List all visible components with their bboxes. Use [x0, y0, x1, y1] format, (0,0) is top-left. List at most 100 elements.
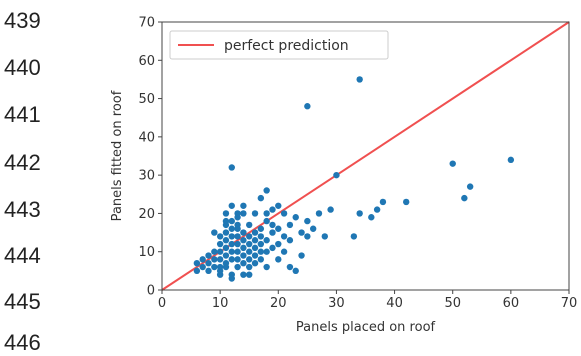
scatter-point: [234, 248, 241, 255]
scatter-point: [228, 256, 235, 263]
scatter-point: [298, 252, 305, 259]
y-tick-label: 0: [147, 284, 155, 299]
scatter-point: [257, 240, 265, 248]
scatter-point: [193, 260, 201, 267]
scatter-point: [216, 233, 224, 240]
line-number: 443: [4, 197, 41, 222]
scatter-point: [211, 263, 218, 271]
scatter-point: [275, 225, 282, 232]
x-tick-label: 0: [158, 296, 166, 311]
scatter-point: [205, 252, 212, 259]
scatter-point: [199, 263, 206, 271]
scatter-point: [373, 206, 381, 213]
scatter-point: [222, 217, 230, 225]
x-tick-label: 70: [561, 296, 578, 311]
legend-entry-perfect-prediction: perfect prediction: [224, 38, 349, 54]
reference-line-layer: [161, 21, 570, 291]
scatter-point: [228, 275, 235, 282]
scatter-point: [211, 256, 218, 263]
scatter-point: [234, 210, 241, 217]
scatter-point: [240, 271, 247, 278]
scatter-point: [246, 248, 253, 255]
scatter-point: [228, 233, 235, 240]
scatter-point: [216, 248, 224, 255]
scatter-point: [321, 233, 328, 240]
x-tick-label: 30: [328, 296, 345, 311]
y-tick-label: 20: [138, 207, 155, 222]
scatter-point: [222, 229, 230, 236]
scatter-point: [280, 233, 288, 240]
scatter-point: [211, 229, 218, 236]
scatter-point: [234, 233, 241, 240]
legend-box: [169, 30, 389, 60]
scatter-point: [275, 202, 282, 209]
scatter-point: [263, 248, 270, 255]
scatter-point: [211, 248, 218, 255]
line-number: 445: [4, 289, 41, 314]
y-tick-label: 30: [138, 169, 155, 184]
scatter-point: [205, 267, 212, 275]
scatter-point: [269, 244, 276, 252]
scatter-point: [240, 244, 247, 252]
scatter-point: [234, 225, 241, 232]
scatter-point: [228, 240, 235, 248]
scatter-point: [507, 156, 515, 164]
x-tick-label: 20: [270, 296, 287, 311]
line-number: 444: [4, 243, 41, 268]
scatter-point: [251, 237, 259, 244]
scatter-point: [269, 221, 276, 229]
line-number: 442: [4, 150, 41, 175]
scatter-point: [251, 252, 259, 259]
scatter-point: [246, 233, 253, 240]
line-number: 440: [4, 55, 41, 80]
scatter-point: [263, 217, 270, 225]
y-tick-label: 60: [138, 54, 155, 69]
scatter-point: [251, 244, 259, 252]
scatter-point: [304, 233, 311, 240]
scatter-point: [240, 237, 247, 244]
scatter-point: [216, 240, 224, 248]
scatter-point: [246, 240, 253, 248]
scatter-point: [228, 225, 235, 232]
scatter-point: [275, 256, 282, 263]
axes-frame: [161, 21, 570, 291]
y-tick-label: 70: [138, 16, 155, 31]
scatter-point: [222, 210, 230, 217]
scatter-point: [304, 103, 311, 110]
scatter-point: [263, 187, 270, 194]
line-number: 441: [4, 102, 41, 127]
scatter-point: [263, 263, 270, 271]
scatter-point: [240, 210, 247, 217]
scatter-point: [269, 229, 276, 236]
scatter-chart: 0 10 20 30 40 50 60 70 0 10 20 30 40 50 60 70 Panels p…: [110, 16, 577, 336]
scatter-point: [304, 217, 311, 225]
scatter-point: [368, 214, 375, 221]
scatter-point: [234, 256, 241, 263]
scatter-point: [292, 267, 299, 275]
scatter-point: [246, 221, 253, 229]
scatter-point: [222, 237, 230, 244]
scatter-point: [193, 267, 201, 275]
scatter-point: [315, 210, 323, 217]
x-tick-label: 40: [386, 296, 403, 311]
scatter-points: [193, 76, 515, 282]
scatter-point: [257, 256, 265, 263]
x-axis-ticks: 0 10 20 30 40 50 60 70: [158, 290, 577, 311]
scatter-point: [228, 202, 235, 209]
scatter-point: [222, 263, 230, 271]
scatter-point: [205, 260, 212, 267]
scatter-point: [240, 229, 247, 236]
legend: perfect prediction: [169, 30, 389, 60]
y-tick-label: 40: [138, 130, 155, 145]
scatter-point: [309, 225, 317, 232]
scatter-point: [327, 206, 334, 213]
scatter-point: [286, 237, 294, 244]
scatter-point: [461, 194, 468, 202]
scatter-point: [228, 164, 235, 171]
scatter-point: [251, 229, 259, 236]
scatter-point: [275, 240, 282, 248]
scatter-point: [356, 76, 363, 83]
scatter-point: [228, 248, 235, 255]
scatter-point: [246, 263, 253, 271]
scatter-point: [379, 198, 387, 206]
